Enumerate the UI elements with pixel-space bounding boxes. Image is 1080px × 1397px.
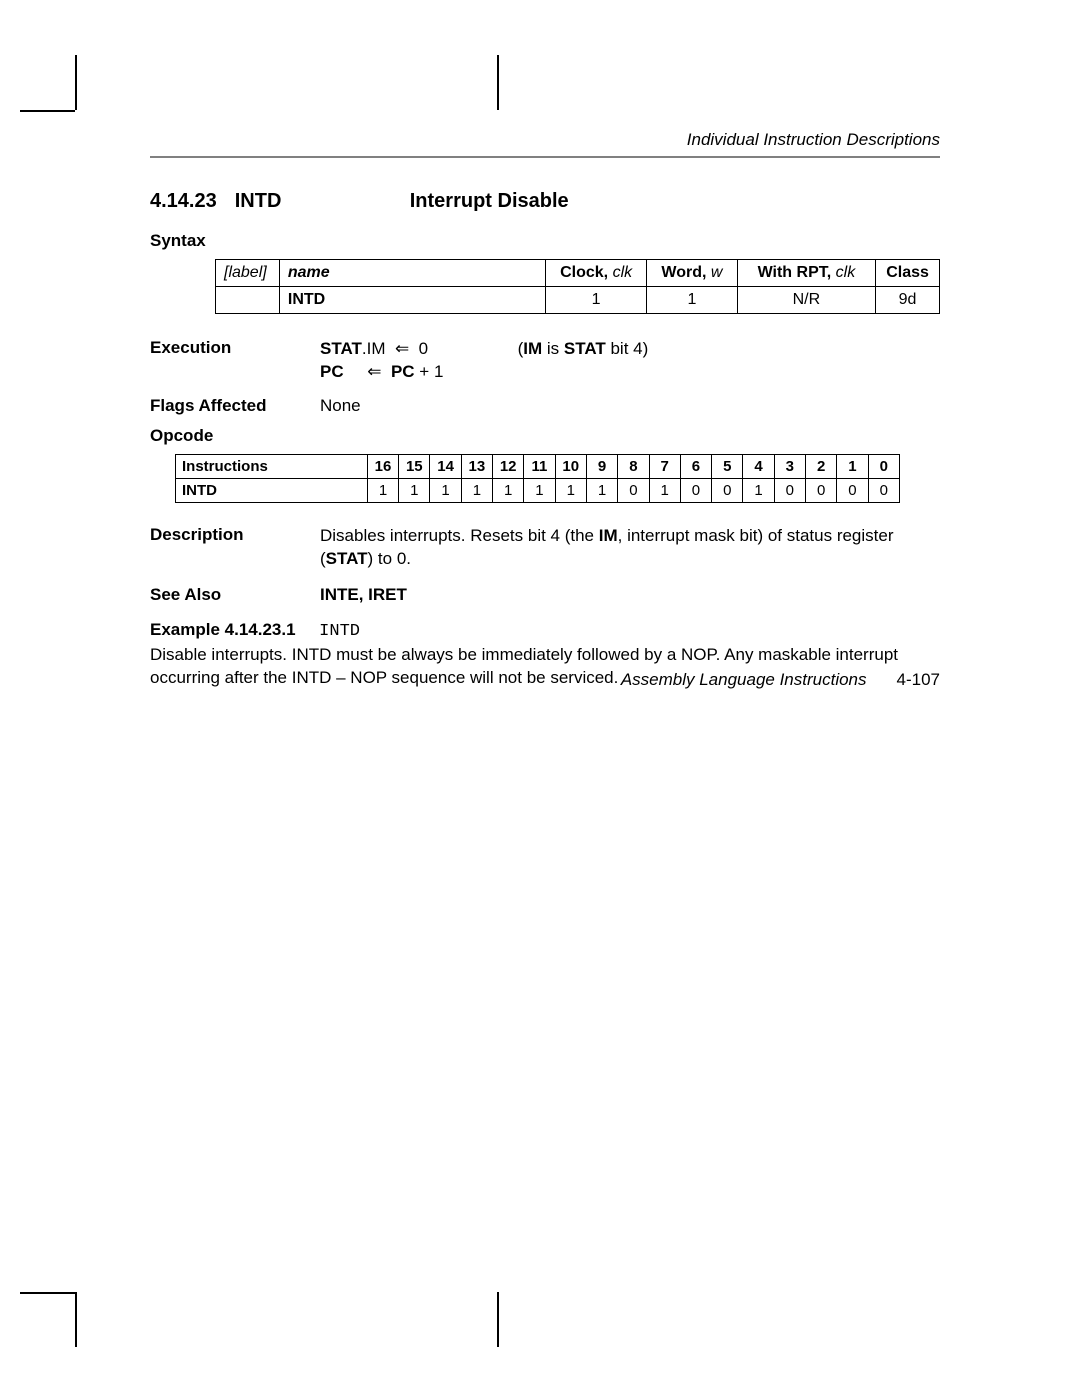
bit-header: 2 <box>806 454 837 478</box>
seealso-value: INTE, IRET <box>320 585 940 605</box>
bit-cell: 1 <box>649 478 680 502</box>
crop-mark <box>20 1292 75 1294</box>
exec-line-1: STAT.IM ⇐ 0 (IM is STAT bit 4) <box>320 338 648 361</box>
execution-block: Execution STAT.IM ⇐ 0 (IM is STAT bit 4)… <box>150 338 940 384</box>
cell-clock: 1 <box>546 287 647 314</box>
cell-name: INTD <box>279 287 545 314</box>
bit-header: 14 <box>430 454 461 478</box>
col-withrpt: With RPT, clk <box>737 260 875 287</box>
opcode-rowname: INTD <box>176 478 368 502</box>
description-row: Description Disables interrupts. Resets … <box>150 525 940 571</box>
seealso-row: See Also INTE, IRET <box>150 585 940 605</box>
bit-header: 1 <box>837 454 868 478</box>
bit-cell: 1 <box>586 478 617 502</box>
bit-cell: 0 <box>680 478 711 502</box>
example-code: INTD <box>319 622 360 641</box>
cell-word: 1 <box>647 287 738 314</box>
footer-page-number: 4-107 <box>897 670 940 690</box>
bit-cell: 1 <box>430 478 461 502</box>
bit-header: 8 <box>618 454 649 478</box>
col-word: Word, w <box>647 260 738 287</box>
bit-header: 3 <box>774 454 805 478</box>
section-number: 4.14.23 <box>150 190 217 212</box>
bit-header: 16 <box>367 454 398 478</box>
bit-cell: 0 <box>712 478 743 502</box>
description-heading: Description <box>150 525 320 571</box>
bit-cell: 0 <box>618 478 649 502</box>
col-clock: Clock, clk <box>546 260 647 287</box>
bit-cell: 1 <box>555 478 586 502</box>
col-name: name <box>279 260 545 287</box>
crop-mark <box>497 1292 499 1347</box>
exec-line-2: PC ⇐ PC + 1 <box>320 361 648 384</box>
instruction-mnemonic: INTD <box>235 190 410 213</box>
opcode-col-instr: Instructions <box>176 454 368 478</box>
table-row: INTD 1 1 N/R 9d <box>216 287 940 314</box>
bit-header: 4 <box>743 454 774 478</box>
running-header: Individual Instruction Descriptions <box>150 130 940 150</box>
bit-header: 5 <box>712 454 743 478</box>
bit-cell: 0 <box>774 478 805 502</box>
cell-label <box>216 287 280 314</box>
execution-lines: STAT.IM ⇐ 0 (IM is STAT bit 4) PC ⇐ PC +… <box>320 338 648 384</box>
bit-cell: 0 <box>837 478 868 502</box>
col-class: Class <box>876 260 940 287</box>
section-title: 4.14.23 INTDInterrupt Disable <box>150 190 940 213</box>
execution-heading: Execution <box>150 338 320 384</box>
instruction-description: Interrupt Disable <box>410 190 569 212</box>
col-label: [label] <box>216 260 280 287</box>
bit-cell: 1 <box>493 478 524 502</box>
flags-row: Flags Affected None <box>150 396 940 416</box>
opcode-heading: Opcode <box>150 426 940 446</box>
bit-header: 9 <box>586 454 617 478</box>
footer-book-title: Assembly Language Instructions <box>621 670 867 690</box>
table-header-row: [label] name Clock, clk Word, w With RPT… <box>216 260 940 287</box>
bit-cell: 1 <box>461 478 492 502</box>
seealso-heading: See Also <box>150 585 320 605</box>
flags-value: None <box>320 396 940 416</box>
bit-header: 11 <box>524 454 555 478</box>
bit-header: 10 <box>555 454 586 478</box>
description-text: Disables interrupts. Resets bit 4 (the I… <box>320 525 940 571</box>
page-footer: Assembly Language Instructions 4-107 <box>150 670 940 690</box>
crop-mark <box>497 55 499 110</box>
opcode-data-row: INTD 1 1 1 1 1 1 1 1 0 1 0 0 1 0 0 0 0 <box>176 478 900 502</box>
crop-mark <box>75 1292 77 1347</box>
header-rule <box>150 156 940 158</box>
cell-withrpt: N/R <box>737 287 875 314</box>
page-content: Individual Instruction Descriptions 4.14… <box>150 130 940 690</box>
bit-cell: 0 <box>868 478 899 502</box>
bit-header: 12 <box>493 454 524 478</box>
flags-heading: Flags Affected <box>150 396 320 416</box>
bit-cell: 1 <box>743 478 774 502</box>
crop-mark <box>20 110 75 112</box>
syntax-heading: Syntax <box>150 231 940 251</box>
example-heading: Example 4.14.23.1 <box>150 620 296 639</box>
opcode-header-row: Instructions 16 15 14 13 12 11 10 9 8 7 … <box>176 454 900 478</box>
bit-cell: 1 <box>399 478 430 502</box>
bit-cell: 1 <box>524 478 555 502</box>
bit-header: 7 <box>649 454 680 478</box>
bit-cell: 1 <box>367 478 398 502</box>
syntax-table: [label] name Clock, clk Word, w With RPT… <box>215 259 940 314</box>
bit-header: 6 <box>680 454 711 478</box>
bit-header: 13 <box>461 454 492 478</box>
bit-cell: 0 <box>806 478 837 502</box>
crop-mark <box>75 55 77 110</box>
cell-class: 9d <box>876 287 940 314</box>
opcode-table: Instructions 16 15 14 13 12 11 10 9 8 7 … <box>175 454 900 503</box>
bit-header: 15 <box>399 454 430 478</box>
bit-header: 0 <box>868 454 899 478</box>
